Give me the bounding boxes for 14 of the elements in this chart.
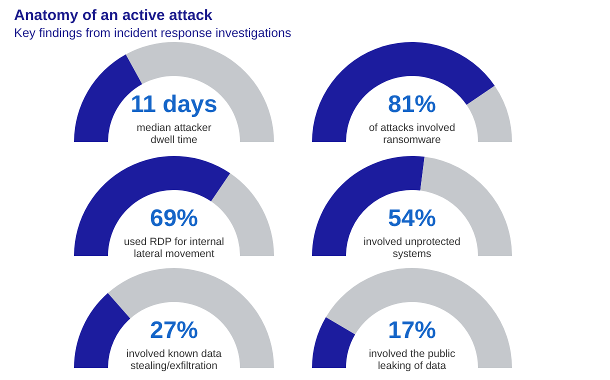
text: of attacks involved ransomware bbox=[368, 122, 456, 146]
chart-title: Anatomy of an active attack bbox=[14, 7, 214, 24]
text: involved known data stealing/exfiltration bbox=[126, 348, 222, 372]
text: involved the public leaking of data bbox=[368, 348, 456, 372]
text: 54% bbox=[388, 205, 436, 232]
chart-subtitle: Key findings from incident response investigations bbox=[14, 26, 292, 40]
text: involved unprotected systems bbox=[364, 236, 461, 260]
text: 69% bbox=[150, 205, 198, 232]
text: median attacker dwell time bbox=[136, 122, 212, 146]
text: 81% bbox=[388, 91, 436, 118]
text: 27% bbox=[150, 317, 198, 344]
text: 17% bbox=[388, 317, 436, 344]
text: used RDP for internal lateral movement bbox=[124, 236, 224, 260]
text: 11 days bbox=[130, 91, 218, 118]
